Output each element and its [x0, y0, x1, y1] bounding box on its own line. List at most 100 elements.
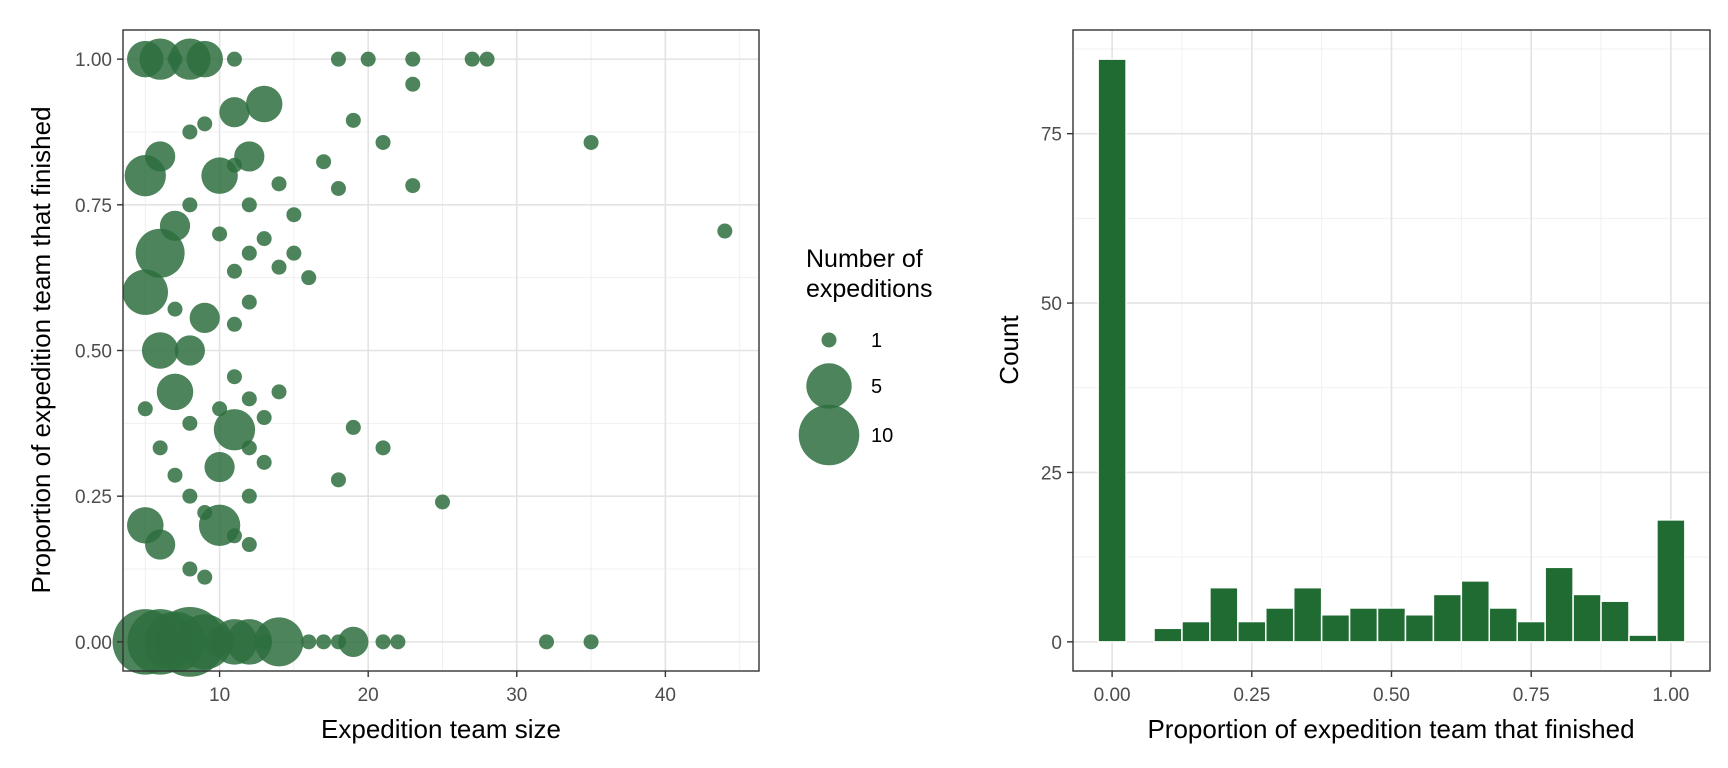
scatter-point	[226, 528, 242, 544]
histogram-bar	[1153, 627, 1183, 643]
scatter-x-axis-title: Expedition team size	[321, 714, 561, 744]
scatter-x-tick-label: 30	[506, 685, 527, 706]
scatter-point	[182, 197, 198, 213]
scatter-point	[201, 157, 238, 194]
scatter-point	[145, 529, 176, 560]
scatter-point	[241, 391, 257, 407]
histogram-x-tick-label: 0.75	[1513, 685, 1550, 706]
legend-key-label: 1	[871, 330, 882, 352]
scatter-point	[219, 97, 250, 128]
scatter-point	[174, 335, 205, 366]
scatter-point	[256, 231, 272, 247]
scatter-point	[479, 51, 495, 67]
histogram-bar	[1181, 620, 1211, 643]
legend-key-label: 10	[871, 425, 893, 447]
scatter-point	[405, 178, 421, 194]
scatter-point	[139, 38, 181, 80]
scatter-y-axis-title: Proportion of expedition team that finis…	[26, 106, 56, 593]
scatter-point	[204, 451, 235, 483]
histogram-x-tick-label: 0.00	[1094, 685, 1131, 706]
scatter-point	[405, 76, 421, 92]
scatter-y-tick-label: 0.25	[75, 487, 112, 508]
scatter-chart: 10 20 30 40 0.00 0.25 0.50 0.75 1.00 Expedition …	[26, 29, 760, 744]
scatter-point	[316, 154, 332, 170]
scatter-point	[182, 415, 198, 431]
scatter-point	[197, 116, 213, 132]
histogram-bar	[1600, 600, 1630, 643]
histogram-bar	[1488, 607, 1518, 643]
scatter-point	[301, 634, 317, 650]
scatter-point	[137, 401, 153, 417]
scatter-point	[390, 634, 406, 650]
scatter-y-tick-label: 0.00	[75, 633, 112, 654]
scatter-point	[345, 112, 361, 128]
histogram-bar	[1516, 620, 1546, 643]
histogram-x-tick-label: 1.00	[1652, 685, 1689, 706]
scatter-point	[124, 155, 166, 197]
scatter-grid	[123, 30, 759, 671]
histogram-y-tick-label: 25	[1041, 463, 1062, 484]
legend-title-line-1: Number of	[806, 245, 923, 273]
histogram-x-tick-label: 0.25	[1233, 685, 1270, 706]
scatter-point	[226, 51, 242, 67]
histogram-bar	[1097, 58, 1127, 643]
scatter-point	[182, 124, 198, 140]
scatter-point	[241, 197, 257, 213]
histogram-bar	[1404, 614, 1435, 643]
scatter-points	[112, 38, 733, 677]
scatter-x-tick-label: 20	[358, 685, 379, 706]
histogram-x-axis-title: Proportion of expedition team that finis…	[1147, 714, 1634, 744]
scatter-point	[156, 373, 194, 411]
histogram-bars	[1097, 58, 1686, 643]
scatter-point	[241, 440, 257, 456]
scatter-point	[167, 467, 183, 483]
histogram-bar	[1209, 586, 1239, 643]
scatter-point	[167, 301, 183, 317]
scatter-point	[213, 409, 256, 451]
scatter-point	[583, 634, 599, 650]
scatter-point	[330, 181, 346, 197]
scatter-point	[241, 488, 257, 504]
histogram-bar	[1376, 607, 1407, 643]
scatter-point	[345, 419, 361, 435]
scatter-x-tick-label: 10	[209, 685, 230, 706]
scatter-point	[152, 440, 168, 456]
legend-key-circle	[798, 404, 860, 466]
scatter-point	[330, 51, 346, 67]
scatter-point	[286, 245, 302, 261]
scatter-point	[256, 410, 272, 426]
scatter-point	[338, 626, 369, 657]
scatter-point	[434, 494, 450, 510]
histogram-y-tick-label: 75	[1041, 125, 1062, 146]
scatter-point	[464, 51, 480, 67]
scatter-point	[375, 134, 391, 150]
scatter-point	[316, 634, 332, 650]
histogram-bar	[1572, 593, 1602, 643]
scatter-point	[241, 245, 257, 261]
scatter-point	[197, 569, 213, 585]
histogram-bar	[1432, 593, 1463, 643]
scatter-point	[189, 302, 220, 333]
scatter-point	[330, 472, 346, 488]
scatter-point	[141, 332, 179, 369]
scatter-point	[375, 440, 391, 456]
scatter-point	[271, 259, 287, 275]
scatter-point	[256, 454, 272, 470]
histogram-y-axis-title: Count	[994, 315, 1024, 385]
histogram-bar	[1656, 519, 1686, 643]
scatter-point	[717, 223, 733, 239]
scatter-point	[241, 537, 257, 553]
histogram-ticks: 0.00 0.25 0.50 0.75 1.00 0 25 50 75	[1041, 125, 1690, 706]
histogram-bar	[1460, 580, 1491, 643]
scatter-point	[405, 51, 421, 67]
histogram-chart: 0.00 0.25 0.50 0.75 1.00 0 25 50 75 Proportion o…	[994, 29, 1711, 744]
legend-key-circle	[821, 332, 837, 348]
scatter-point	[254, 617, 304, 667]
scatter-point	[286, 207, 302, 223]
scatter-point	[360, 51, 376, 67]
scatter-point	[122, 269, 168, 315]
scatter-point	[226, 369, 242, 385]
